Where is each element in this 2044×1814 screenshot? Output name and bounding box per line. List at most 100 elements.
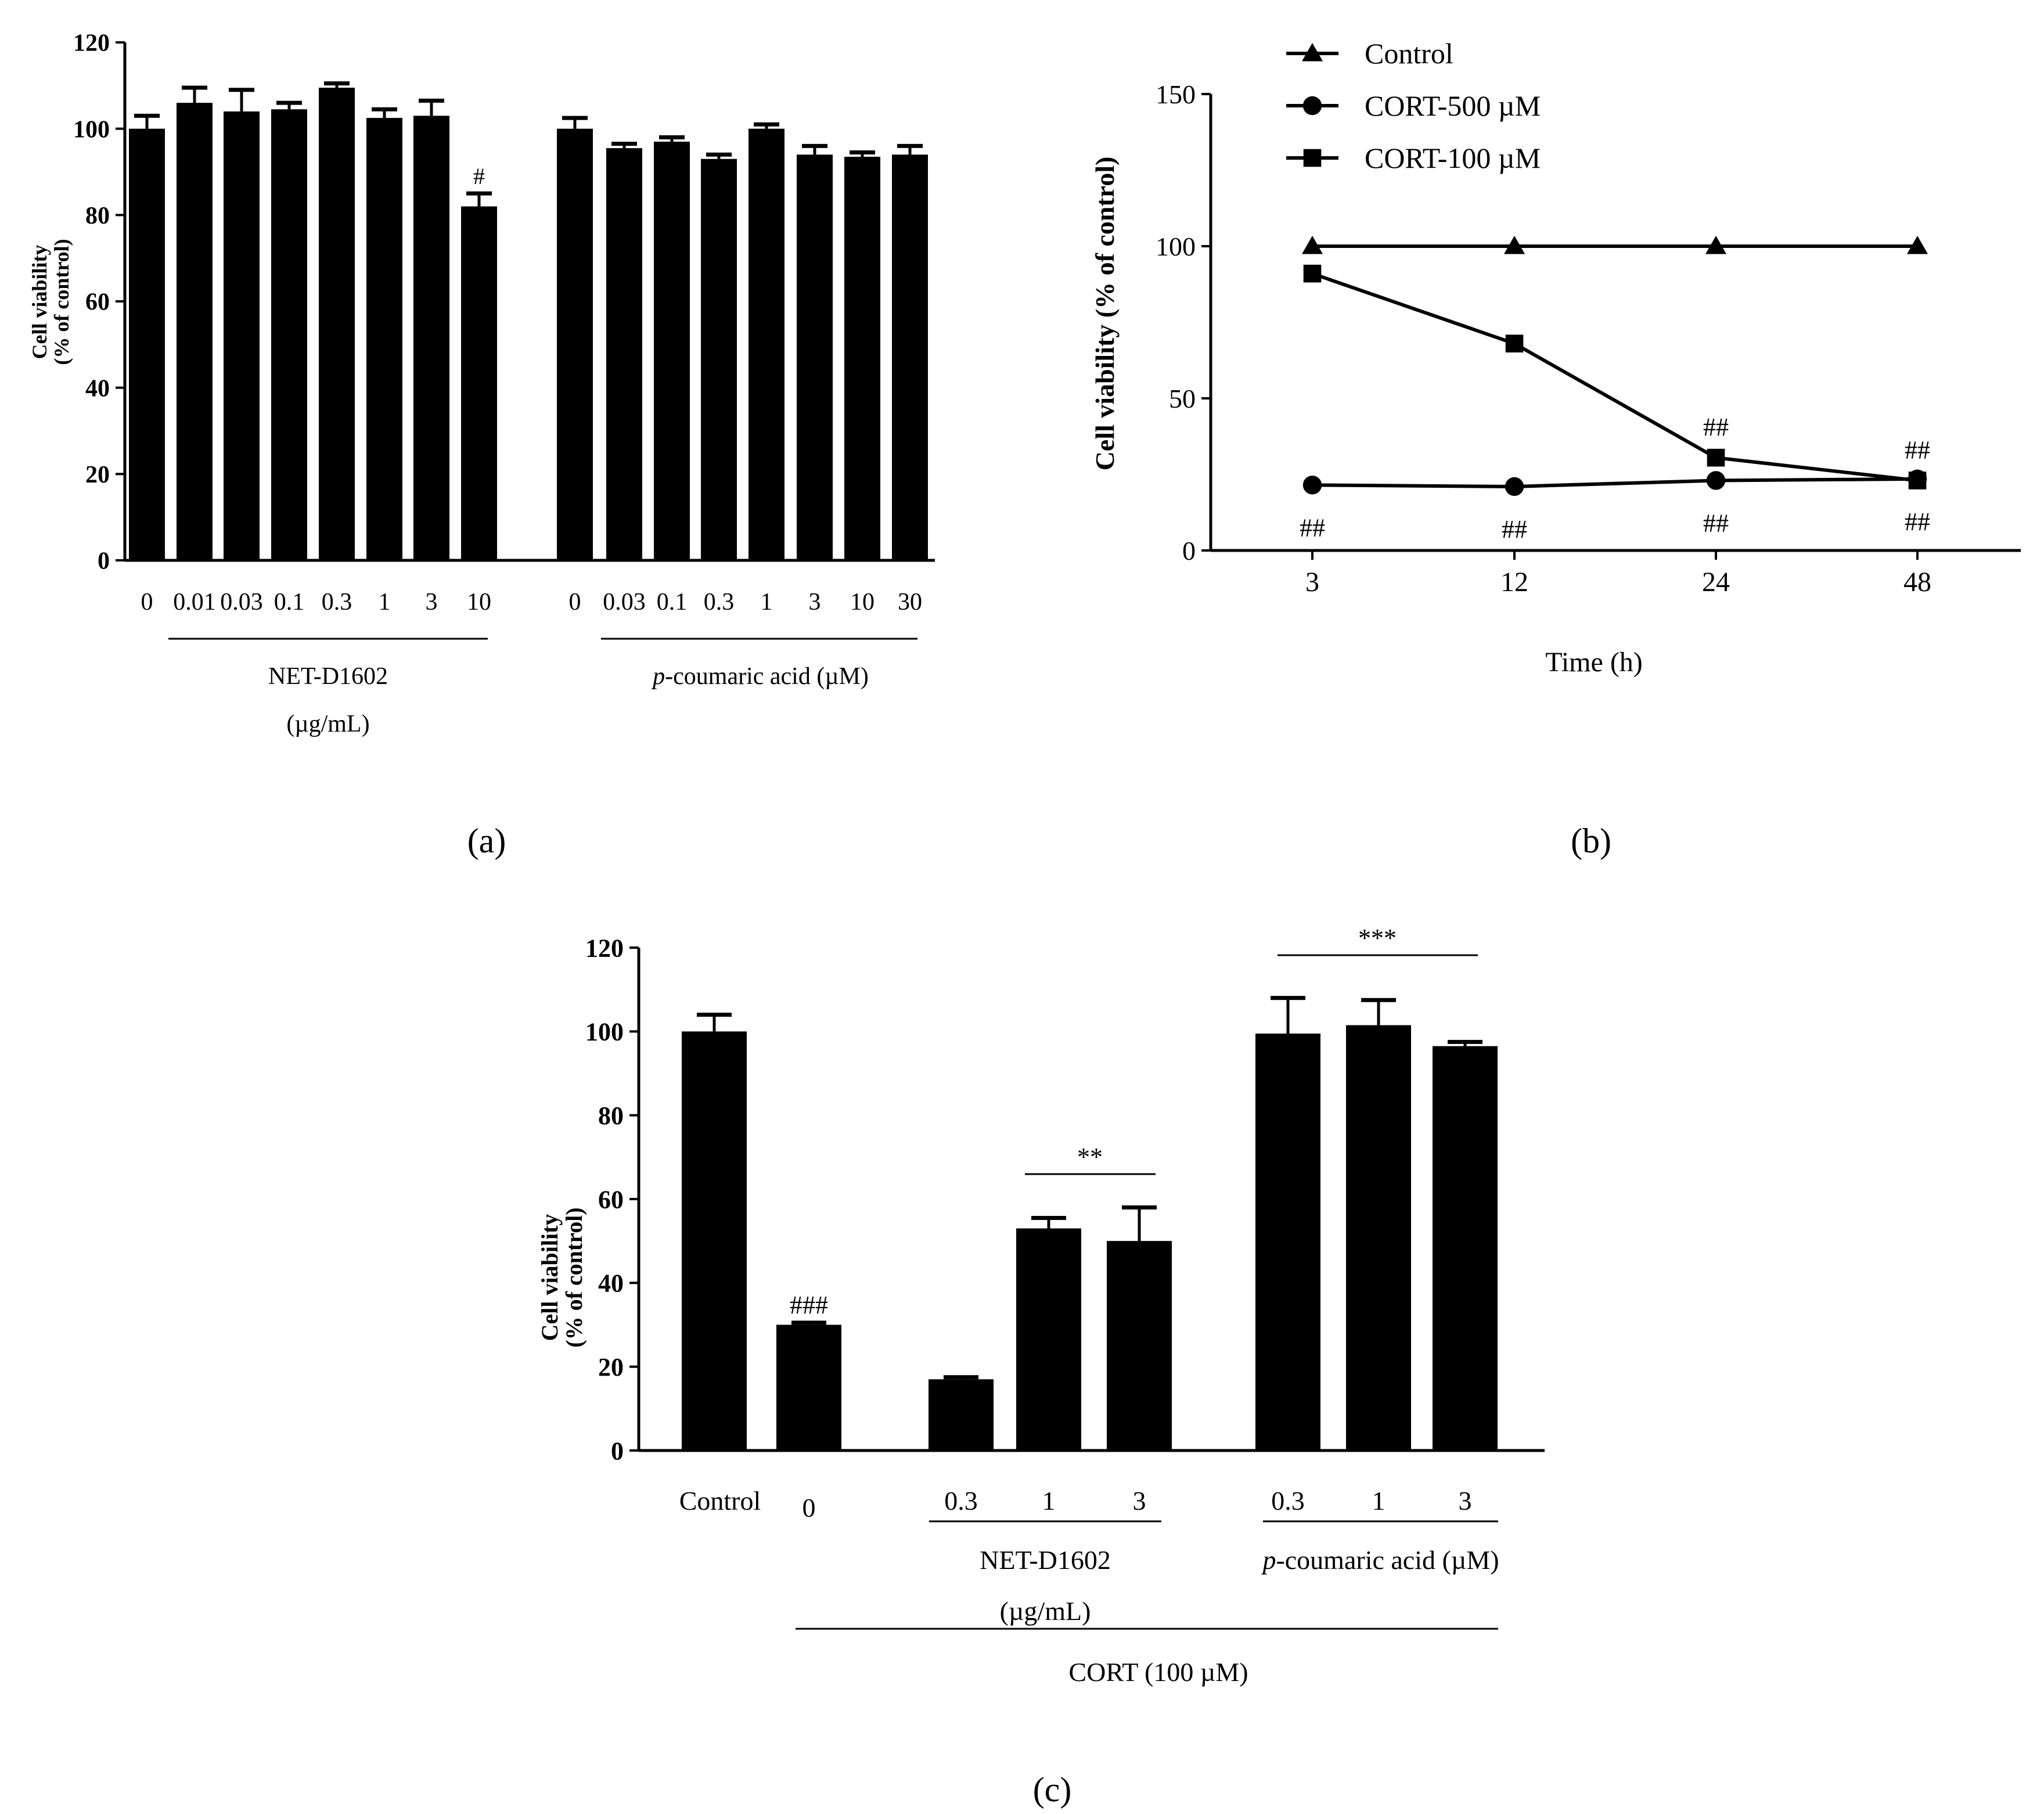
panel-a-ylabel-line2: (% of control) <box>50 239 73 365</box>
panel-c-treatment-label: CORT (100 µM) <box>1068 1657 1248 1687</box>
panel-c-bar <box>1433 1046 1498 1451</box>
panel-b-label: (b) <box>1571 822 1611 860</box>
panel-c-group2-label-prefix: p <box>1261 1545 1276 1575</box>
panel-a-category-label: 0 <box>569 589 581 616</box>
panel-b-series-line <box>1312 477 1918 488</box>
panel-c-bar <box>1255 1033 1320 1451</box>
panel-c-category-label: Control <box>679 1486 761 1516</box>
panel-c-label: (c) <box>1033 1770 1072 1809</box>
panel-b-x-tick-label: 12 <box>1500 567 1528 598</box>
panel-c-bracket-pca-label: *** <box>1358 924 1397 952</box>
panel-a-bar <box>606 148 642 560</box>
panel-b-y-tick-label: 0 <box>1182 536 1196 566</box>
panel-c-group1-label: NET-D1602 <box>980 1545 1111 1575</box>
panel-b-point-marker <box>1706 471 1726 490</box>
panel-b-series-line <box>1312 272 1918 483</box>
panel-a-category-label: 0.3 <box>704 589 735 616</box>
panel-b-point-marker <box>1705 236 1726 254</box>
panel-a-group2-label: p-coumaric acid (µM) <box>651 663 869 690</box>
panel-a-y-tick-label: 40 <box>85 375 110 402</box>
panel-b-point-marker <box>1303 264 1322 283</box>
panel-a-group1-label: NET-D1602 <box>268 663 388 690</box>
panel-b-legend-label: CORT-100 µM <box>1365 142 1541 174</box>
panel-a-y-tick-label: 80 <box>85 203 110 229</box>
panel-b-point-marker <box>1908 472 1927 490</box>
panel-c-bar <box>682 1031 747 1451</box>
panel-a-category-label: 10 <box>467 589 491 616</box>
panel-a-bar <box>797 154 833 560</box>
panel-b-point-marker <box>1505 334 1524 352</box>
panel-b-line-chart: Cell viability (% of control) 0 50 100 150 3… <box>1090 37 2021 860</box>
panel-c-y-tick-label: 40 <box>598 1269 624 1298</box>
panel-c-bar <box>929 1379 994 1451</box>
panel-a-y-tick-label: 60 <box>85 289 110 316</box>
panel-c-category-label: 1 <box>1042 1486 1056 1516</box>
panel-a-ylabel-line1: Cell viability <box>28 245 51 359</box>
panel-b-x-tick-label: 24 <box>1702 567 1730 598</box>
panel-a-bar <box>748 128 785 560</box>
panel-c-bar <box>1107 1241 1172 1451</box>
panel-b-legend-marker <box>1302 43 1323 62</box>
panel-c-bar-chart: Cell viability (% of control) 0 20 40 60 80 1… <box>537 924 1545 1809</box>
panel-c-group2-label: p-coumaric acid (µM) <box>1261 1545 1499 1575</box>
panel-b-point-annotation: ## <box>1905 508 1930 536</box>
panel-a-category-label: 30 <box>898 589 922 616</box>
panel-c-category-label: 0 <box>803 1493 816 1523</box>
panel-c-group1-unit: (µg/mL) <box>1000 1596 1091 1626</box>
panel-a-label: (a) <box>467 822 506 860</box>
panel-c-category-label: 3 <box>1133 1486 1146 1516</box>
panel-a-bar <box>366 118 402 561</box>
panel-a-group1-unit: (µg/mL) <box>286 711 369 737</box>
panel-b-point-marker <box>1302 236 1323 254</box>
panel-c-group2-label-text: -coumaric acid (µM) <box>1276 1545 1499 1575</box>
panel-a-category-label: 10 <box>850 589 875 616</box>
panel-b-point-annotation: ## <box>1502 515 1527 544</box>
panel-a-category-label: 0.03 <box>603 589 646 616</box>
panel-a-y-tick-label: 0 <box>98 548 110 575</box>
panel-c-category-label: 0.3 <box>1271 1486 1305 1516</box>
panel-b-x-tick-label: 3 <box>1305 567 1319 598</box>
panel-a-category-label: 1 <box>379 589 391 616</box>
panel-b-point-annotation: ## <box>1703 413 1729 441</box>
panel-a-category-label: 0.03 <box>220 589 263 616</box>
panel-a-category-label: 0.01 <box>173 589 216 616</box>
panel-a-bar <box>892 154 928 560</box>
panel-b-y-tick-label: 150 <box>1156 80 1196 109</box>
panel-c-y-tick-label: 0 <box>611 1437 624 1465</box>
panel-c-y-tick-label: 100 <box>585 1018 624 1046</box>
panel-a-category-label: 1 <box>761 589 773 616</box>
panel-b-xlabel: Time (h) <box>1545 647 1643 678</box>
panel-a-y-tick-label: 20 <box>85 462 110 488</box>
panel-b-point-marker <box>1907 236 1928 254</box>
panel-a-category-label: 0.1 <box>657 589 688 616</box>
panel-a-bar-annotation: # <box>473 163 485 189</box>
panel-c-bracket-net-label: ** <box>1077 1143 1103 1171</box>
panel-b-y-tick-label: 100 <box>1156 232 1196 261</box>
panel-a-bar <box>177 103 213 561</box>
panel-c-category-label: 3 <box>1459 1486 1472 1516</box>
panel-a-category-label: 3 <box>426 589 438 616</box>
panel-b-point-marker <box>1707 448 1725 467</box>
panel-a-bar <box>654 141 690 560</box>
panel-a-category-label: 0.1 <box>274 589 305 616</box>
panel-a-y-tick-label: 120 <box>73 30 110 57</box>
panel-a-category-label: 3 <box>809 589 821 616</box>
panel-c-y-tick-label: 120 <box>585 934 624 962</box>
panel-b-x-tick-label: 48 <box>1903 567 1931 598</box>
panel-c-y-tick-label: 20 <box>598 1353 624 1381</box>
panel-a-bar <box>701 159 737 560</box>
panel-a-category-label: 0.3 <box>322 589 352 616</box>
panel-c-ylabel-line2: (% of control) <box>561 1207 587 1347</box>
panel-a-bar <box>271 109 307 560</box>
panel-b-legend-label: CORT-500 µM <box>1365 89 1541 122</box>
panel-b-point-marker <box>1504 236 1525 254</box>
panel-b-point-annotation: ## <box>1703 509 1729 537</box>
panel-c-y-tick-label: 80 <box>598 1102 624 1130</box>
panel-a-bar <box>413 116 449 560</box>
panel-a-bar <box>461 206 497 560</box>
panel-a-category-label: 0 <box>141 589 153 616</box>
panel-c-ylabel-line1: Cell viability <box>537 1214 563 1341</box>
panel-a-group2-label-prefix: p <box>651 663 665 690</box>
panel-b-legend-marker <box>1302 96 1322 116</box>
